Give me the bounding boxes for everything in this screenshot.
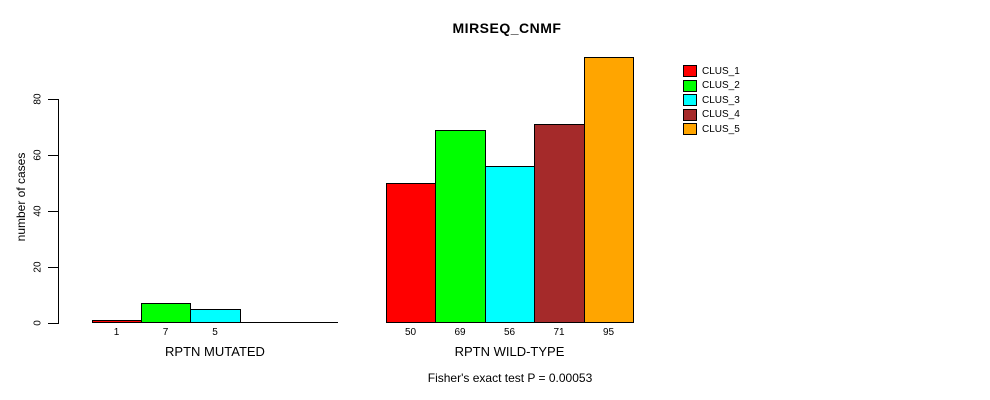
- bar-rptn-wild-type-clus-1: [386, 183, 436, 323]
- bar-rptn-wild-type-clus-5: [584, 57, 634, 323]
- bar-rptn-wild-type-clus-2: [435, 130, 486, 323]
- legend-swatch-clus-4: [683, 109, 697, 121]
- group-label-rptn-mutated: RPTN MUTATED: [165, 344, 265, 359]
- legend-label-clus-4: CLUS_4: [702, 109, 740, 120]
- fisher-test-annotation: Fisher's exact test P = 0.00053: [427, 371, 593, 385]
- y-tick-label: 80: [32, 93, 44, 105]
- y-tick: [48, 155, 59, 156]
- bar-rptn-wild-type-clus-3: [485, 166, 535, 323]
- bar-rptn-mutated-clus-3: [190, 309, 241, 323]
- bar-value-label: 71: [553, 327, 565, 338]
- y-tick: [48, 267, 59, 268]
- bar-value-label: 5: [212, 327, 218, 338]
- y-tick-label: 0: [32, 320, 44, 326]
- legend-swatch-clus-2: [683, 80, 697, 92]
- bar-value-label: 1: [113, 327, 120, 338]
- y-tick: [48, 99, 59, 100]
- bar-value-label: 95: [602, 327, 615, 338]
- legend-label-clus-3: CLUS_3: [702, 95, 740, 106]
- bar-value-label: 50: [404, 327, 417, 338]
- y-axis-label: number of cases: [14, 152, 28, 242]
- legend-swatch-clus-3: [683, 94, 697, 106]
- bar-value-label: 7: [162, 327, 169, 338]
- y-tick: [48, 323, 59, 324]
- y-tick-label: 20: [32, 261, 44, 273]
- y-tick: [48, 211, 59, 212]
- bar-rptn-wild-type-clus-4: [534, 124, 585, 323]
- legend-label-clus-5: CLUS_5: [702, 124, 740, 135]
- group-label-rptn-wild-type: RPTN WILD-TYPE: [454, 344, 565, 359]
- legend-swatch-clus-5: [683, 123, 697, 135]
- bar-rptn-mutated-clus-1: [92, 320, 142, 323]
- chart-title: MIRSEQ_CNMF: [452, 20, 562, 36]
- bar-value-label: 56: [503, 327, 516, 338]
- bar-rptn-mutated-clus-2: [141, 303, 191, 323]
- bar-value-label: 69: [454, 327, 466, 338]
- y-tick-label: 40: [32, 205, 44, 217]
- legend-label-clus-2: CLUS_2: [702, 80, 740, 91]
- legend-label-clus-1: CLUS_1: [702, 66, 740, 77]
- y-tick-label: 60: [32, 149, 44, 161]
- legend-swatch-clus-1: [683, 65, 697, 77]
